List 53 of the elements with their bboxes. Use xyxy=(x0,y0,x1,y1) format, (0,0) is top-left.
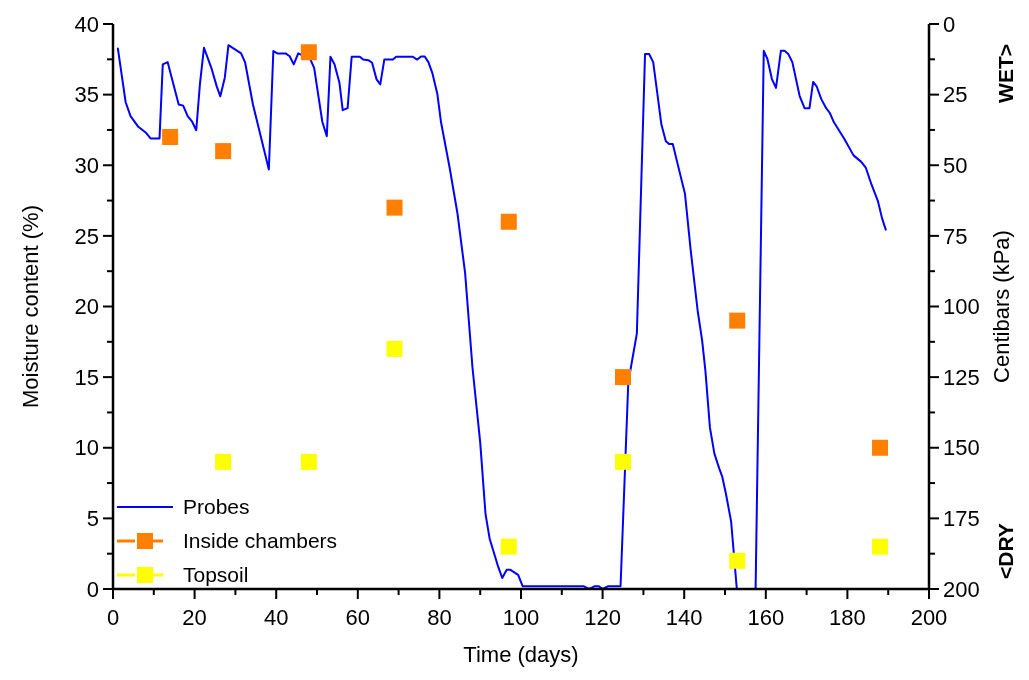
y-tick-label: 35 xyxy=(74,82,99,108)
legend-label: Topsoil xyxy=(183,563,249,587)
y-tick-label: 25 xyxy=(74,223,99,249)
y-tick-label: 40 xyxy=(74,11,99,37)
y2-tick-label: 200 xyxy=(943,576,980,602)
point xyxy=(615,453,631,470)
y-tick-label: 30 xyxy=(74,152,99,178)
point xyxy=(872,439,889,456)
y2-tick-label: 125 xyxy=(943,364,980,390)
x-tick-label: 60 xyxy=(345,605,371,630)
text: WET> xyxy=(994,44,1017,103)
y2-tick-label: 75 xyxy=(943,223,968,249)
x-tick-label: 180 xyxy=(829,605,866,630)
x-tick-label: 160 xyxy=(747,605,785,630)
y2-tick-label: 175 xyxy=(943,506,980,532)
y2-tick-label: 150 xyxy=(943,435,980,461)
point xyxy=(872,538,889,555)
point xyxy=(386,340,403,357)
x-tick-label: 20 xyxy=(182,605,207,630)
y2-tick-label: 25 xyxy=(943,82,968,108)
point xyxy=(500,538,517,555)
y2-tick-label: 100 xyxy=(943,294,980,320)
point xyxy=(300,453,317,470)
point xyxy=(729,552,746,569)
y2-tick-label: 0 xyxy=(943,11,956,37)
x-tick-label: 120 xyxy=(584,605,621,630)
x-tick-label: 140 xyxy=(665,605,703,630)
y-tick-label: 10 xyxy=(74,435,99,461)
point xyxy=(615,369,631,386)
x-tick-label: 40 xyxy=(263,605,289,630)
text: <DRY xyxy=(994,523,1017,579)
legend-label: Inside chambers xyxy=(183,529,338,553)
y2-axis-title: Centibars (kPa) xyxy=(989,230,1015,383)
point xyxy=(215,143,232,160)
x-axis-title: Time (days) xyxy=(463,642,579,667)
y-axis-title: Moisture content (%) xyxy=(18,205,43,408)
x-tick-label: 200 xyxy=(910,605,948,630)
point xyxy=(729,312,746,329)
point xyxy=(300,44,317,61)
y2-tick-label: 50 xyxy=(943,152,968,178)
line-series xyxy=(116,44,887,590)
legend-label: Probes xyxy=(183,495,250,519)
y-tick-label: 0 xyxy=(86,576,99,602)
y-tick-label: 20 xyxy=(74,294,99,320)
y-tick-label: 15 xyxy=(74,364,99,390)
x-tick-label: 80 xyxy=(427,605,452,630)
point xyxy=(386,199,403,216)
x-tick-label: 100 xyxy=(502,605,540,630)
x-tick-label: 0 xyxy=(106,605,120,630)
point xyxy=(162,129,179,145)
point xyxy=(500,213,517,230)
y-tick-label: 5 xyxy=(86,506,99,532)
point xyxy=(215,453,232,470)
